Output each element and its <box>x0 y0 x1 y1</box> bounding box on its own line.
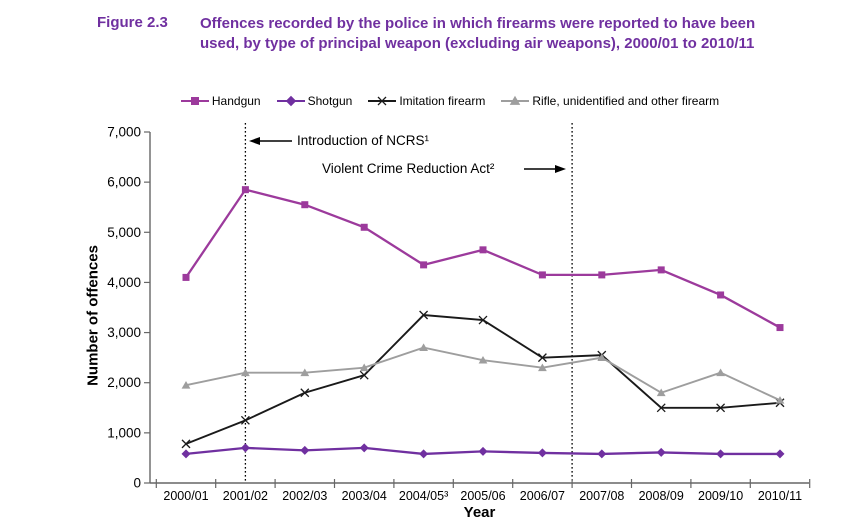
legend-item-rifle-unidentified-and-other-firearm: Rifle, unidentified and other firearm <box>501 94 719 108</box>
figure-title: Offences recorded by the police in which… <box>200 14 830 54</box>
x-tick-label: 2007/08 <box>579 489 624 503</box>
y-tick-label: 7,000 <box>107 125 141 140</box>
legend-label: Rifle, unidentified and other firearm <box>532 94 720 108</box>
series-marker-rifle-unidentified-and-other-firearm <box>181 381 191 389</box>
y-tick-label: 6,000 <box>107 175 141 190</box>
legend-label: Handgun <box>211 94 261 108</box>
annotation-vcra: Violent Crime Reduction Act² <box>322 161 495 176</box>
x-tick-label: 2010/11 <box>758 489 802 503</box>
x-tick-label: 2004/05³ <box>399 489 448 503</box>
figure-number-label: Figure 2.3 <box>97 14 168 31</box>
legend-marker-x-icon <box>368 96 397 106</box>
series-line-handgun <box>185 188 781 329</box>
legend-label: Imitation firearm <box>399 94 486 108</box>
series-marker-imitation-firearm <box>419 310 429 320</box>
series-marker-handgun <box>182 273 190 281</box>
y-tick-label: 2,000 <box>107 375 141 390</box>
figure-title-line1: Offences recorded by the police in which… <box>200 15 756 32</box>
series-marker-rifle-unidentified-and-other-firearm <box>716 368 725 377</box>
legend-marker-square-icon <box>180 97 209 105</box>
series-marker-handgun <box>241 186 249 194</box>
x-tick-label: 2008/09 <box>639 489 684 503</box>
series-marker-shotgun <box>181 449 191 459</box>
legend-item-handgun: Handgun <box>180 94 261 108</box>
x-tick-label: 2000/01 <box>163 489 208 503</box>
y-tick-label: 3,000 <box>107 325 141 340</box>
series-marker-shotgun <box>537 448 547 458</box>
ncrs-arrow-head <box>249 137 260 145</box>
series-marker-handgun <box>538 271 546 279</box>
series-marker-imitation-firearm <box>656 403 666 413</box>
y-tick-label: 0 <box>133 476 141 491</box>
series-marker-handgun <box>717 291 725 299</box>
series-marker-rifle-unidentified-and-other-firearm <box>419 343 428 352</box>
series-marker-handgun <box>301 201 309 209</box>
series-marker-imitation-firearm <box>240 415 250 425</box>
y-axis-title: Number of offences <box>84 245 102 386</box>
series-marker-shotgun <box>716 449 726 459</box>
series-marker-shotgun <box>300 445 310 455</box>
series-marker-handgun <box>776 324 784 332</box>
series-marker-shotgun <box>775 449 785 459</box>
x-tick-label: 2006/07 <box>520 489 565 503</box>
series-marker-rifle-unidentified-and-other-firearm <box>241 368 250 377</box>
x-tick-label: 2009/10 <box>698 489 743 503</box>
series-marker-imitation-firearm <box>478 315 488 325</box>
x-tick-label: 2002/03 <box>282 489 327 503</box>
x-tick-label: 2001/02 <box>223 489 268 503</box>
series-marker-handgun <box>657 266 665 274</box>
series-marker-shotgun <box>419 449 429 459</box>
series-marker-handgun <box>479 246 487 254</box>
chart-legend: Handgun Shotgun Imitation firearm Rifle, un… <box>40 94 860 108</box>
series-marker-rifle-unidentified-and-other-firearm <box>597 353 607 362</box>
series-marker-shotgun <box>359 443 369 453</box>
series-marker-rifle-unidentified-and-other-firearm <box>656 388 666 397</box>
series-marker-shotgun <box>478 446 488 456</box>
series-marker-shotgun <box>597 449 607 459</box>
y-tick-label: 5,000 <box>107 225 141 240</box>
x-tick-label: 2005/06 <box>460 489 505 503</box>
series-marker-shotgun <box>240 443 250 453</box>
figure-title-line2: used, by type of principal weapon (exclu… <box>200 35 755 52</box>
series-marker-imitation-firearm <box>359 370 369 380</box>
x-tick-label: 2003/04 <box>342 489 387 503</box>
legend-label: Shotgun <box>307 94 353 108</box>
series-marker-imitation-firearm <box>537 353 547 363</box>
series-marker-shotgun <box>656 447 666 457</box>
series-marker-handgun <box>360 223 368 231</box>
legend-marker-diamond-icon <box>276 95 305 107</box>
legend-item-imitation-firearm: Imitation firearm <box>368 94 485 108</box>
series-marker-rifle-unidentified-and-other-firearm <box>300 368 310 377</box>
series-marker-rifle-unidentified-and-other-firearm <box>538 363 547 372</box>
series-line-imitation-firearm <box>185 314 781 445</box>
legend-marker-triangle-icon <box>501 95 530 105</box>
vcra-arrow-head <box>555 165 566 173</box>
series-marker-rifle-unidentified-and-other-firearm <box>359 363 369 372</box>
series-marker-rifle-unidentified-and-other-firearm <box>775 396 785 404</box>
y-tick-label: 1,000 <box>107 425 141 440</box>
y-tick-label: 4,000 <box>107 275 141 290</box>
series-marker-imitation-firearm <box>300 388 310 398</box>
series-marker-imitation-firearm <box>716 403 726 413</box>
series-marker-rifle-unidentified-and-other-firearm <box>478 355 488 364</box>
legend-item-shotgun: Shotgun <box>276 94 353 108</box>
x-axis-title: Year <box>463 504 496 521</box>
annotation-ncrs: Introduction of NCRS¹ <box>297 133 430 148</box>
series-marker-imitation-firearm <box>181 439 191 449</box>
series-marker-handgun <box>420 261 428 269</box>
series-line-rifle-unidentified-and-other-firearm <box>185 346 781 402</box>
series-marker-handgun <box>598 271 606 279</box>
